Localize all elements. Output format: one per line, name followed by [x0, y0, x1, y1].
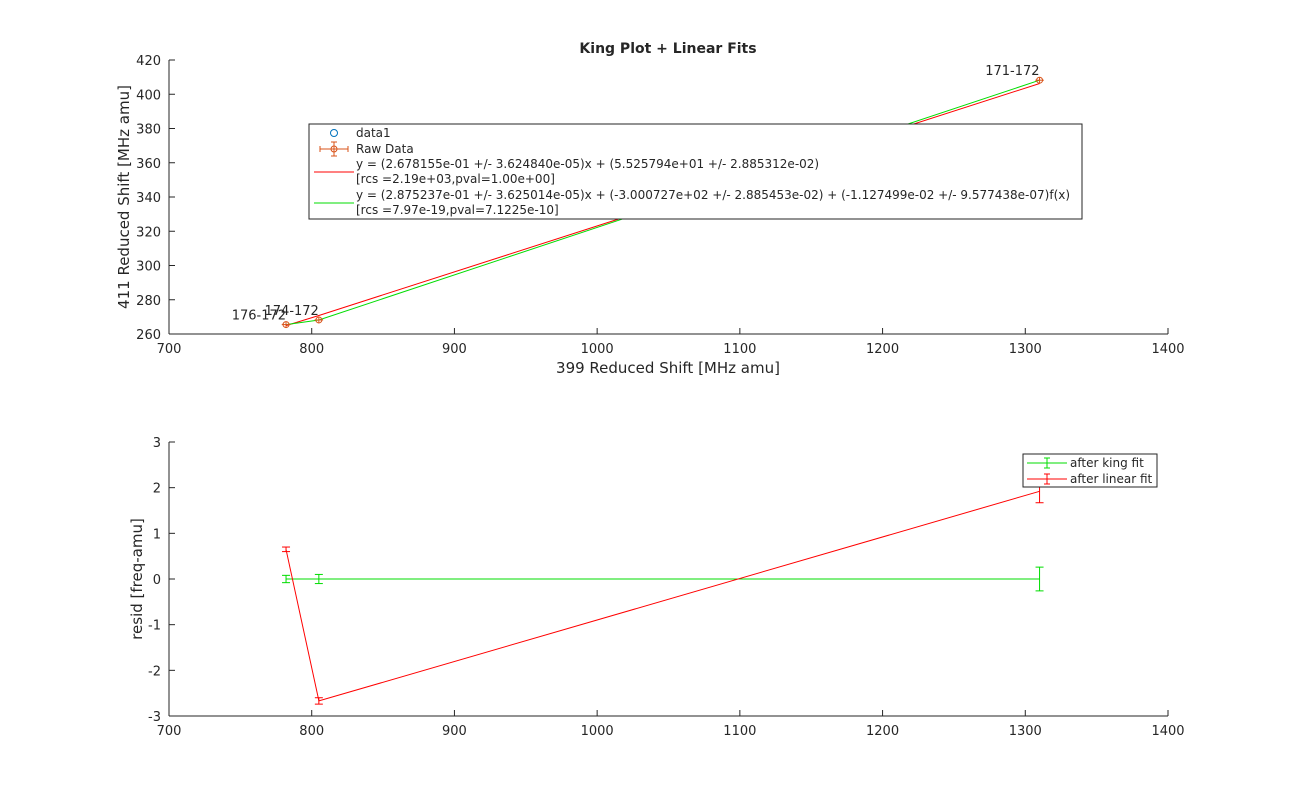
- legend-label: Raw Data: [356, 142, 414, 156]
- legend-marker-circle: [330, 129, 338, 137]
- y-tick-label: -2: [148, 664, 161, 679]
- data-point: [315, 316, 323, 324]
- y-tick-label: 340: [136, 191, 161, 206]
- legend-label: y = (2.678155e-01 +/- 3.624840e-05)x + (…: [356, 157, 819, 171]
- legend-label-line2: [rcs =2.19e+03,pval=1.00e+00]: [356, 172, 555, 186]
- legend-entry-after-king-fit: after king fit: [1027, 456, 1144, 470]
- data-point: [282, 321, 290, 329]
- legend-entry-king-fit: y = (2.875237e-01 +/- 3.625014e-05)x + (…: [314, 188, 1070, 217]
- x-tick-label: 900: [442, 342, 467, 357]
- legend-marker-circle: [330, 145, 338, 153]
- legend-label: y = (2.875237e-01 +/- 3.625014e-05)x + (…: [356, 188, 1070, 202]
- legend-entry-data1: data1: [330, 126, 391, 140]
- data-point: [1036, 76, 1044, 84]
- x-tick-label: 1000: [581, 342, 614, 357]
- x-tick-label: 1100: [723, 342, 756, 357]
- y-tick-label: 420: [136, 54, 161, 69]
- king-plot-chart: King Plot + Linear Fits 700 800 900 1000 110…: [115, 41, 1185, 377]
- legend: after king fit after linear fit: [1022, 453, 1158, 488]
- x-tick-label: 1400: [1151, 342, 1184, 357]
- legend: data1 Raw Data y = (2.678155e-01 +/- 3.6…: [308, 123, 1083, 220]
- legend-box: [308, 123, 1083, 220]
- x-tick-label: 1200: [866, 342, 899, 357]
- legend-label-line2: [rcs =7.97e-19,pval=7.1225e-10]: [356, 203, 559, 217]
- point-annotation: 171-172: [985, 64, 1039, 79]
- x-tick-label: 1200: [866, 724, 899, 739]
- y-axis-label: resid [freq-amu]: [128, 518, 146, 640]
- legend-label: after king fit: [1070, 456, 1144, 470]
- legend-box: [1022, 453, 1158, 488]
- y-tick-label: 280: [136, 294, 161, 309]
- x-axis-label: 399 Reduced Shift [MHz amu]: [556, 359, 780, 377]
- y-tick-label: 2: [153, 482, 161, 497]
- y-tick-label: 1: [153, 527, 161, 542]
- x-tick-label: 800: [299, 342, 324, 357]
- x-tick-label: 700: [157, 724, 182, 739]
- y-tick-label: 260: [136, 328, 161, 343]
- y-tick-label: 300: [136, 260, 161, 275]
- y-tick-label: 3: [153, 436, 161, 451]
- x-tick-label: 700: [157, 342, 182, 357]
- point-annotation: 176-172: [232, 309, 286, 324]
- x-tick-label: 1000: [581, 724, 614, 739]
- x-tick-label: 1100: [723, 724, 756, 739]
- legend-label: after linear fit: [1070, 472, 1153, 486]
- y-tick-label: 0: [153, 573, 161, 588]
- legend-entry-after-linear-fit: after linear fit: [1027, 472, 1153, 486]
- y-tick-label: 380: [136, 123, 161, 138]
- x-tick-label: 1300: [1009, 342, 1042, 357]
- y-tick-label: 400: [136, 88, 161, 103]
- legend-entry-raw-data: Raw Data: [319, 141, 414, 157]
- point-annotation: 174-172: [265, 304, 319, 319]
- y-tick-label: 360: [136, 157, 161, 172]
- legend-entry-linear-fit: y = (2.678155e-01 +/- 3.624840e-05)x + (…: [314, 157, 819, 186]
- x-tick-label: 1300: [1009, 724, 1042, 739]
- x-tick-label: 1400: [1151, 724, 1184, 739]
- residuals-chart: 700 800 900 1000 1100 1200 1300 1400-3-2-10123 …: [128, 436, 1185, 739]
- y-tick-label: -1: [148, 619, 161, 634]
- chart-title: King Plot + Linear Fits: [579, 41, 756, 57]
- y-tick-label: 320: [136, 225, 161, 240]
- x-tick-label: 800: [299, 724, 324, 739]
- x-tick-label: 900: [442, 724, 467, 739]
- legend-label: data1: [356, 126, 391, 140]
- y-tick-label: -3: [148, 710, 161, 725]
- y-axis-label: 411 Reduced Shift [MHz amu]: [115, 85, 133, 309]
